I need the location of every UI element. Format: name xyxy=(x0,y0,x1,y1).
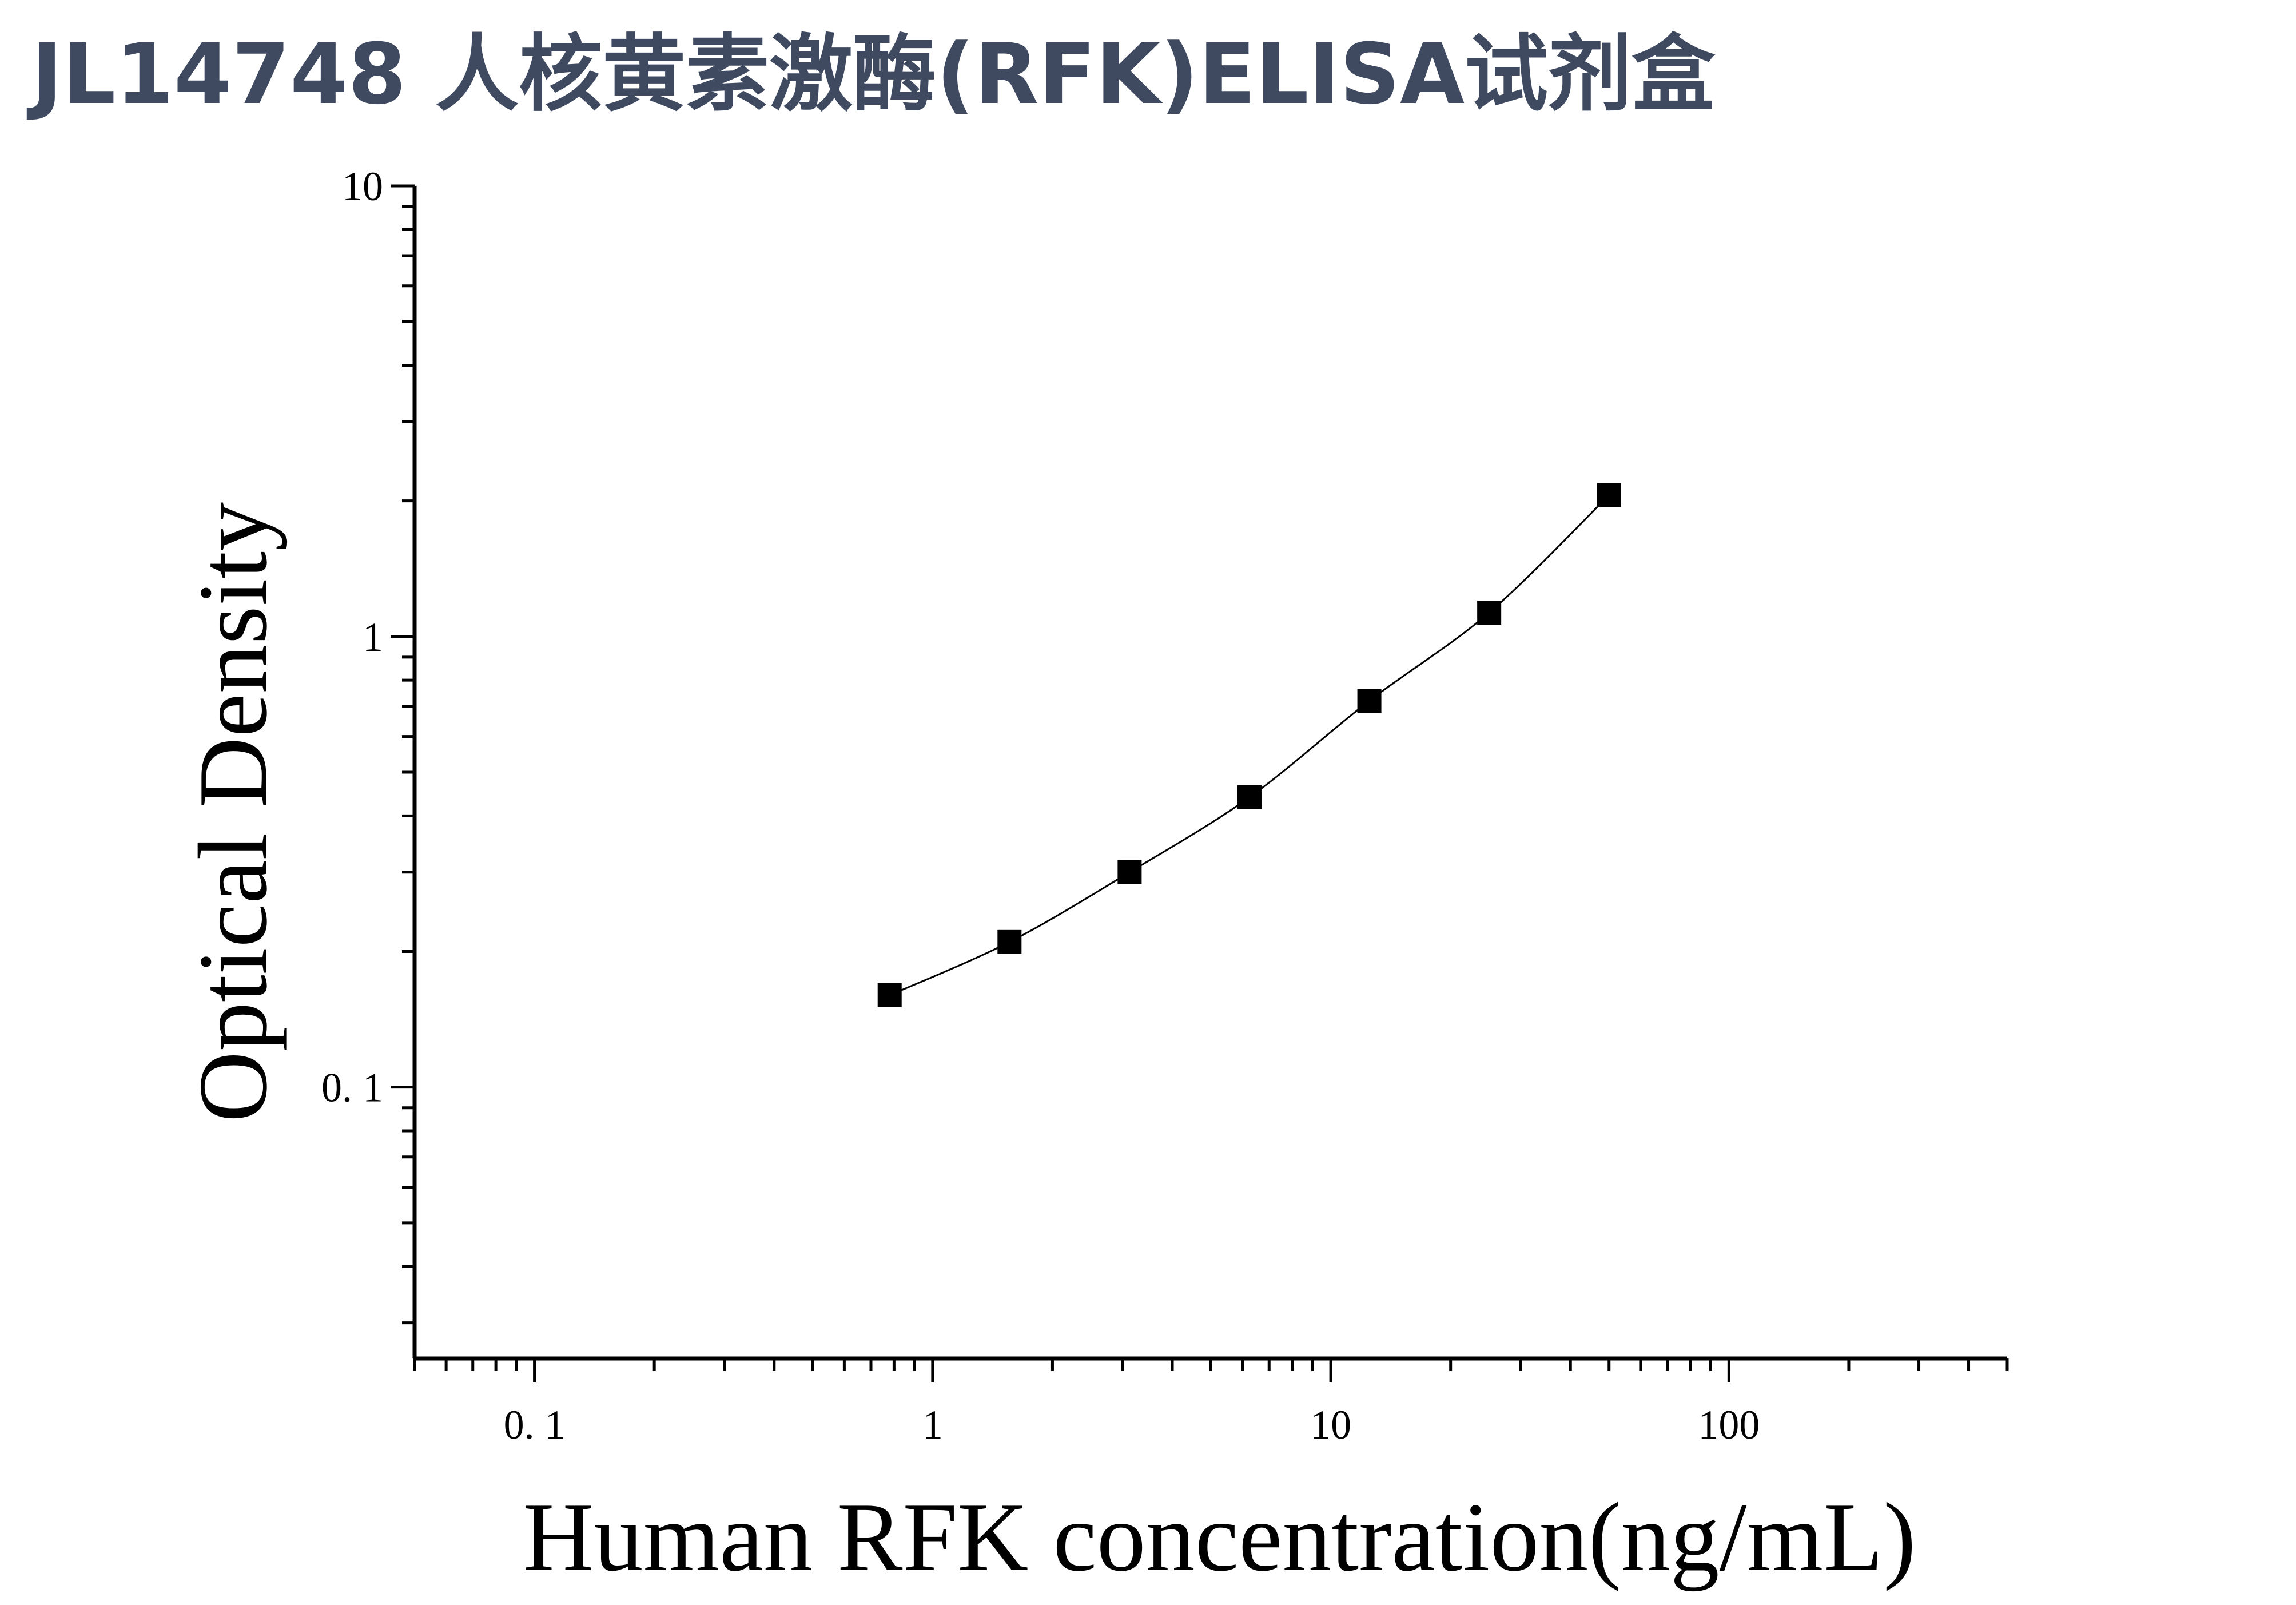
data-points xyxy=(877,483,1621,1007)
x-axis-ticks: 0. 1 1 10 100 xyxy=(413,1358,2009,1448)
page-title: JL14748 人核黄素激酶(RFK)ELISA试剂盒 xyxy=(31,26,1716,123)
data-point xyxy=(1357,689,1382,713)
data-point xyxy=(1477,601,1502,625)
y-tick-label: 1 xyxy=(363,614,383,660)
data-point xyxy=(1117,860,1142,884)
x-tick-label: 10 xyxy=(1310,1402,1351,1448)
data-point xyxy=(1237,785,1262,809)
fit-curve xyxy=(889,494,1610,996)
y-axis-ticks: 0. 1 1 10 xyxy=(321,164,415,1325)
data-point xyxy=(1597,483,1621,507)
y-tick-label: 10 xyxy=(342,164,383,209)
y-axis-title: Optical Density xyxy=(179,502,288,1122)
x-tick-label: 0. 1 xyxy=(504,1402,566,1448)
x-axis-title: Human RFK concentration(ng/mL) xyxy=(523,1483,1916,1592)
fit-line xyxy=(889,494,1610,996)
x-tick-label: 1 xyxy=(922,1402,943,1448)
x-tick-label: 100 xyxy=(1698,1402,1760,1448)
axes xyxy=(412,186,2007,1361)
y-tick-label: 0. 1 xyxy=(321,1065,383,1111)
data-point xyxy=(997,929,1022,954)
data-point xyxy=(877,983,902,1007)
